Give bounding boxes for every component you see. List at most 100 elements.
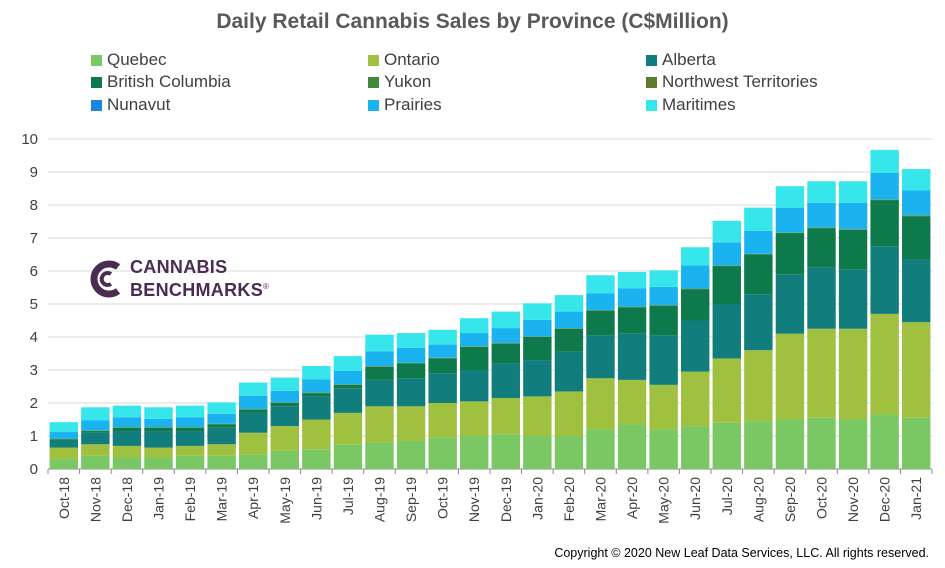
- bar-segment: [175, 431, 205, 446]
- bar-segment: [428, 329, 457, 345]
- x-tick-label: Dec-18: [119, 477, 135, 522]
- bar-segment: [81, 432, 110, 445]
- bar-segment: [902, 215, 931, 217]
- bar-segment: [649, 335, 678, 385]
- legend-label: Quebec: [107, 50, 167, 69]
- bar-segment: [365, 366, 394, 380]
- x-tick-label: Aug-19: [372, 477, 388, 522]
- bar-segment: [460, 318, 489, 334]
- x-tick-label: Dec-20: [877, 477, 893, 522]
- bar-segment: [270, 426, 299, 451]
- bar-segment: [744, 207, 773, 231]
- bar-segment: [712, 422, 741, 469]
- bar-segment: [554, 295, 584, 312]
- bar-segment: [491, 343, 520, 364]
- bar-segment: [902, 215, 931, 216]
- bar-segment: [81, 407, 110, 421]
- bar-segment: [775, 274, 805, 334]
- x-tick-label: Nov-20: [845, 477, 861, 522]
- x-tick-label: Mar-19: [214, 477, 230, 522]
- bar-segment: [523, 303, 552, 320]
- bar-segment: [207, 424, 236, 428]
- bar-segment: [333, 384, 363, 389]
- y-tick-label: 10: [21, 131, 38, 148]
- bar-segment: [144, 407, 173, 419]
- bar-segment: [491, 328, 520, 343]
- bar-segment: [270, 377, 299, 391]
- y-tick-label: 8: [30, 197, 38, 214]
- bar-segment: [333, 370, 363, 385]
- legend-swatch: [91, 99, 102, 111]
- x-tick-label: Nov-19: [466, 477, 482, 522]
- bar-segment: [649, 305, 678, 336]
- legend-swatch: [646, 54, 657, 66]
- bar-segment: [207, 455, 236, 469]
- bar-segment: [775, 333, 805, 420]
- legend-item: Ontario: [368, 50, 440, 70]
- bar-segment: [302, 449, 331, 469]
- bar-segment: [270, 406, 299, 427]
- bar-segment: [681, 265, 710, 289]
- x-tick-label: Oct-20: [814, 477, 830, 519]
- bar-segment: [396, 406, 426, 441]
- legend-swatch: [368, 76, 379, 88]
- x-tick-label: Sep-20: [782, 477, 798, 522]
- bar-segment: [712, 304, 741, 359]
- bar-segment: [523, 436, 552, 469]
- bar-segment: [81, 420, 110, 431]
- bar-segment: [49, 422, 78, 433]
- bar-segment: [428, 344, 457, 358]
- bar-segment: [838, 181, 868, 203]
- bar-segment: [681, 426, 710, 469]
- bar-segment: [586, 293, 615, 310]
- x-tick-label: Feb-20: [561, 477, 577, 522]
- bar-segment: [144, 427, 173, 432]
- bar-segment: [838, 328, 868, 420]
- bar-segment: [744, 230, 773, 254]
- x-tick-label: Jan-20: [529, 477, 545, 520]
- bar-segment: [681, 371, 710, 427]
- bar-segment: [775, 419, 805, 469]
- bar-segment: [586, 335, 615, 379]
- bar-segment: [428, 373, 457, 403]
- legend-swatch: [368, 54, 379, 66]
- bar-segment: [681, 247, 710, 266]
- bar-segment: [239, 454, 268, 469]
- bar-segment: [112, 431, 142, 446]
- bar-segment: [396, 440, 426, 469]
- bar-segment: [902, 190, 931, 216]
- bar-segment: [617, 333, 647, 380]
- x-tick-label: Oct-18: [56, 477, 72, 519]
- bar-segment: [175, 427, 205, 432]
- bar-segment: [744, 294, 773, 351]
- x-tick-label: May-19: [277, 477, 293, 524]
- x-tick-label: May-20: [656, 477, 672, 524]
- bar-segment: [712, 358, 741, 423]
- bar-segment: [175, 455, 205, 469]
- bar-segment: [112, 417, 142, 428]
- bar-segment: [81, 431, 110, 433]
- logo-registered-mark: ®: [263, 282, 270, 291]
- copyright-notice: Copyright © 2020 New Leaf Data Services,…: [554, 546, 929, 560]
- bar-segment: [838, 229, 868, 270]
- bar-segment: [554, 328, 584, 352]
- bar-segment: [302, 393, 331, 397]
- x-tick-label: Feb-19: [182, 477, 198, 522]
- bar-segment: [744, 254, 773, 295]
- bar-segment: [586, 275, 615, 294]
- legend-swatch: [91, 76, 102, 88]
- bar-segment: [239, 432, 268, 455]
- y-tick-label: 3: [30, 362, 38, 379]
- bar-segment: [460, 370, 489, 402]
- logo-line-2: BENCHMARKS: [130, 280, 263, 300]
- bar-segment: [807, 267, 836, 329]
- bar-segment: [649, 286, 678, 305]
- bar-segment: [649, 429, 678, 469]
- bar-segment: [902, 169, 931, 191]
- x-tick-label: Jun-20: [687, 477, 703, 520]
- bar-segment: [649, 384, 678, 430]
- bar-segment: [144, 418, 173, 428]
- bar-segment: [523, 360, 552, 397]
- legend-item: Nunavut: [91, 95, 170, 115]
